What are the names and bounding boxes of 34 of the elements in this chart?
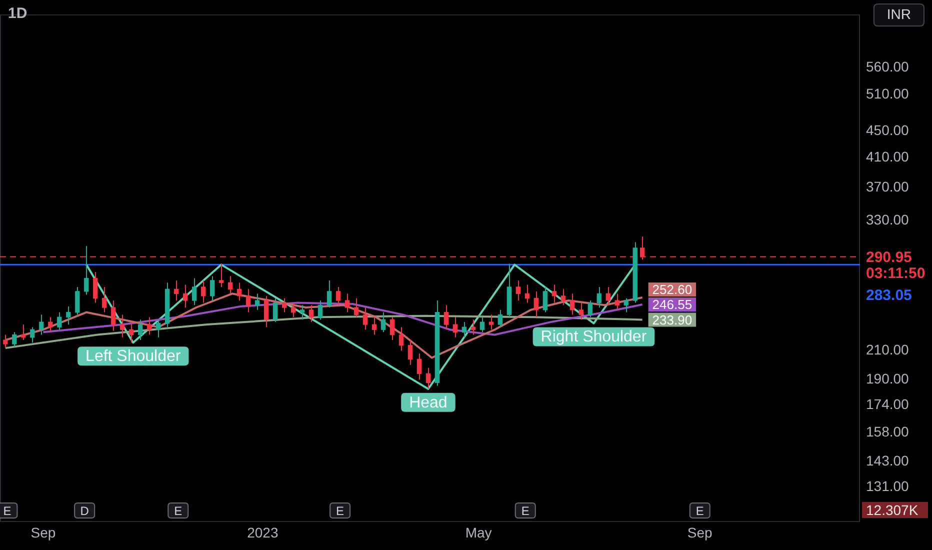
y-tick-label: 210.00 <box>866 342 910 358</box>
y-tick-label: 510.00 <box>866 86 910 102</box>
ref-line-label: 283.05 <box>866 286 912 304</box>
y-tick-label: 330.00 <box>866 211 910 228</box>
y-tick-label: 450.00 <box>866 122 910 138</box>
y-tick-label: 143.00 <box>866 452 910 468</box>
annotation: Left Shoulder <box>86 348 182 366</box>
y-tick-label: 410.00 <box>866 148 910 165</box>
text: 12.307K <box>866 502 919 518</box>
annotation: Right Shoulder <box>540 328 648 346</box>
y-tick-label: 158.00 <box>866 424 910 440</box>
annotation: E <box>3 504 12 518</box>
data-label: 233.90 <box>652 312 692 328</box>
y-tick-label: 174.00 <box>866 396 910 412</box>
x-tick-label: Sep <box>687 524 713 540</box>
x-tick-label: May <box>465 524 492 540</box>
y-tick-label: 131.00 <box>866 478 910 494</box>
x-tick-label: 2023 <box>247 524 278 540</box>
annotation: E <box>174 504 182 518</box>
x-tick-label: Sep <box>30 524 56 540</box>
y-tick-label: 370.00 <box>866 178 910 194</box>
y-tick-label: 190.00 <box>866 370 910 387</box>
annotation: E <box>336 504 344 518</box>
text: INR <box>886 6 912 22</box>
ref-line-label: 290.95 <box>866 248 912 266</box>
text: 03:11:50 <box>866 264 926 282</box>
y-tick-label: 560.00 <box>866 58 910 75</box>
chart-title: 1D <box>8 5 28 22</box>
annotation: E <box>696 504 704 518</box>
data-label: 246.55 <box>652 297 692 312</box>
annotation: E <box>521 504 530 518</box>
annotation: Head <box>409 394 448 412</box>
data-label: 252.60 <box>652 282 692 298</box>
annotation: D <box>80 504 90 518</box>
